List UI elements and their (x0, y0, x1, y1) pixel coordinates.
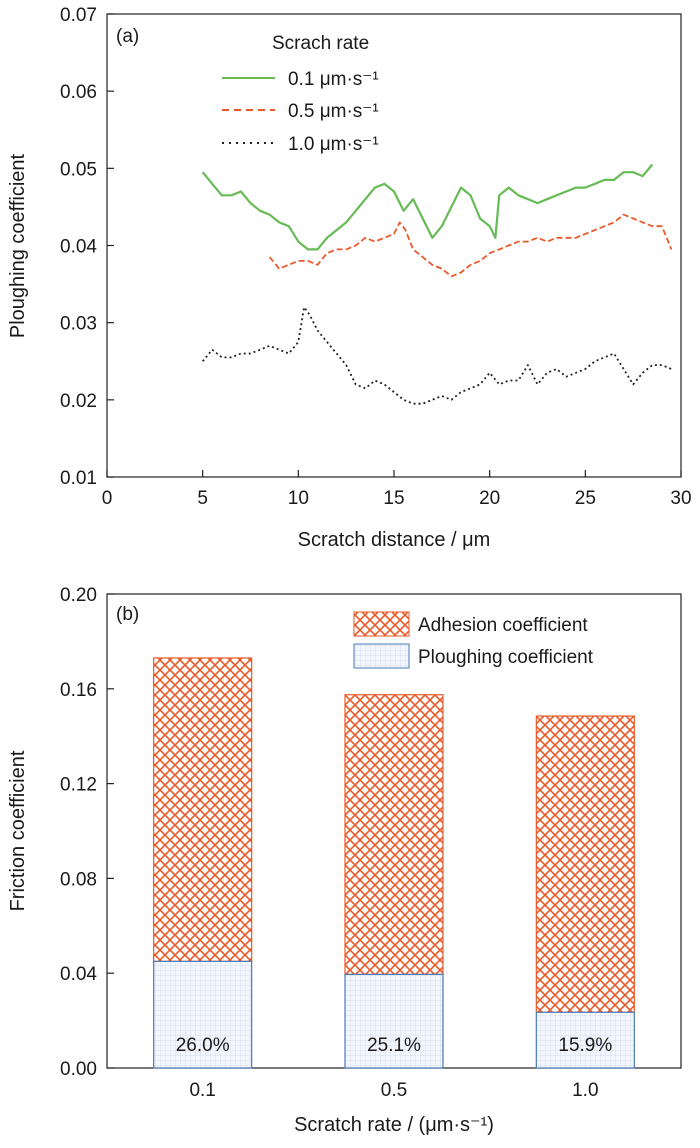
x-tick-label: 0.1 (189, 1080, 215, 1101)
bars: 26.0% 25.1% 15.9% (153, 657, 635, 1069)
plot-frame (106, 13, 682, 478)
bar-percent-label: 15.9% (558, 1035, 612, 1056)
y-tick-label: 0.02 (60, 391, 97, 412)
series-lines (201, 163, 673, 405)
panel-label: (b) (116, 604, 139, 625)
x-axis-title: Scratch distance / μm (298, 529, 491, 551)
x-tick-label: 1.0 (572, 1080, 598, 1101)
legend-label-series-2: 0.5 μm·s⁻¹ (288, 101, 379, 122)
series-line-3 (202, 306, 672, 405)
series-line-2 (268, 213, 673, 278)
x-tick-label: 0.5 (381, 1080, 407, 1101)
y-tick-label: 0.05 (60, 159, 97, 180)
x-tick-label: 5 (197, 488, 208, 509)
x-tick-label: 20 (479, 488, 500, 509)
series-line-1 (201, 163, 654, 251)
legend-label-ploughing: Ploughing coefficient (418, 647, 594, 668)
legend-title: Scrach rate (272, 33, 369, 54)
y-axis-title: Ploughing coefficient (7, 153, 29, 338)
legend-swatch-adhesion (353, 611, 410, 637)
y-tick-label: 0.06 (60, 82, 97, 103)
y-axis-title: Friction coefficient (7, 750, 29, 911)
panel-label: (a) (116, 26, 139, 47)
bar-ploughing (153, 960, 253, 1069)
y-tick-label: 0.16 (60, 680, 97, 701)
bar-percent-label: 26.0% (176, 1035, 230, 1056)
y-tick-label: 0.00 (60, 1059, 97, 1080)
y-tick-label: 0.01 (60, 468, 97, 489)
bar-chart-panel: 0.000.040.080.120.160.200.1 0.5 1.0 26.0% 2… (7, 585, 682, 1136)
y-tick-label: 0.07 (60, 5, 97, 26)
legend-label-series-3: 1.0 μm·s⁻¹ (288, 134, 379, 155)
legend-label-adhesion: Adhesion coefficient (418, 615, 588, 636)
bar-adhesion (344, 694, 444, 975)
bar-ploughing (535, 1011, 635, 1069)
x-tick-label: 0 (102, 488, 113, 509)
y-tick-label: 0.20 (60, 585, 97, 606)
x-axis-title: Scratch rate / (μm·s⁻¹) (294, 1114, 494, 1136)
x-tick-label: 25 (575, 488, 596, 509)
axis-ticks: 0.00 0.04 0.08 0.12 0.16 0.20 0.1 0.5 1.0 (60, 585, 599, 1101)
bar-adhesion (153, 657, 253, 962)
x-tick-label: 15 (383, 488, 404, 509)
axis-ticks: 0 5 10 15 20 25 30 0.01 0.02 0.03 0.04 0.05 0.06 0.07 (60, 5, 692, 509)
y-tick-label: 0.04 (60, 964, 97, 985)
bar-ploughing (344, 973, 444, 1069)
bar-adhesion (535, 715, 635, 1013)
bar-percent-label: 25.1% (367, 1035, 421, 1056)
y-tick-label: 0.12 (60, 775, 97, 796)
legend-swatch-ploughing (353, 643, 410, 669)
y-tick-label: 0.04 (60, 237, 97, 258)
x-tick-label: 30 (670, 488, 691, 509)
y-tick-label: 0.08 (60, 869, 97, 890)
x-tick-label: 10 (288, 488, 309, 509)
line-chart-panel: 0 5 10 15 20 25 30 0.01 0.02 0.03 0.04 0.05 0.06 0.07… (7, 5, 692, 551)
y-tick-label: 0.03 (60, 314, 97, 335)
legend-label-series-1: 0.1 μm·s⁻¹ (288, 69, 379, 90)
